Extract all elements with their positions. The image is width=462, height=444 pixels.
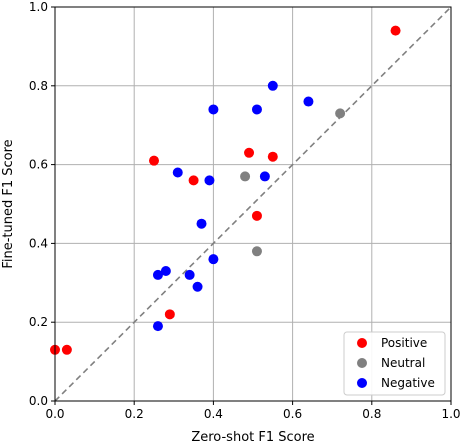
plot-frame bbox=[54, 6, 452, 402]
x-tick-label: 0.6 bbox=[283, 407, 302, 421]
y-tick-label: 0.6 bbox=[29, 158, 48, 172]
data-points bbox=[50, 25, 401, 355]
x-tick-label: 0.8 bbox=[362, 407, 381, 421]
data-point-positive bbox=[244, 147, 255, 158]
data-point-negative bbox=[208, 254, 219, 265]
y-tick-label: 0.8 bbox=[29, 79, 48, 93]
data-point-positive bbox=[149, 155, 159, 166]
legend-marker-neutral bbox=[357, 358, 367, 368]
data-point-positive bbox=[188, 175, 199, 186]
x-tick-label: 0.4 bbox=[204, 407, 223, 421]
y-tick-label: 0.4 bbox=[29, 236, 48, 250]
legend: Positive Neutral Negative bbox=[343, 331, 446, 396]
data-point-positive bbox=[61, 344, 72, 355]
data-point-negative bbox=[196, 218, 207, 229]
legend-marker-positive bbox=[357, 338, 367, 348]
data-point-positive bbox=[267, 151, 278, 162]
x-tick-label: 1.0 bbox=[441, 407, 460, 421]
legend-box bbox=[343, 331, 446, 396]
data-point-negative bbox=[208, 104, 219, 115]
x-axis-label: Zero-shot F1 Score bbox=[191, 430, 314, 444]
data-point-negative bbox=[152, 269, 163, 280]
legend-marker-negative bbox=[357, 378, 367, 388]
data-point-positive bbox=[251, 210, 262, 221]
data-point-neutral bbox=[251, 246, 262, 257]
y-axis-label: Fine-tuned F1 Score bbox=[1, 139, 16, 268]
data-point-negative bbox=[251, 104, 262, 115]
data-point-negative bbox=[204, 175, 215, 186]
data-point-negative bbox=[192, 281, 203, 292]
data-point-neutral bbox=[240, 171, 251, 182]
data-point-negative bbox=[172, 167, 183, 178]
data-point-negative bbox=[152, 321, 163, 332]
data-point-positive bbox=[164, 309, 175, 320]
data-point-negative bbox=[303, 96, 314, 107]
y-tick-label: 1.0 bbox=[29, 0, 48, 14]
x-tick-label: 0.0 bbox=[45, 407, 64, 421]
legend-label-neutral: Neutral bbox=[381, 356, 425, 370]
y-axis-ticks: 0.0 0.2 0.4 0.6 0.8 1.0 bbox=[29, 0, 55, 408]
diagonal-reference-line bbox=[54, 6, 452, 402]
data-point-negative bbox=[160, 265, 171, 276]
data-point-negative bbox=[267, 80, 278, 91]
legend-label-positive: Positive bbox=[381, 336, 427, 350]
x-axis-ticks: 0.0 0.2 0.4 0.6 0.8 1.0 bbox=[45, 401, 461, 421]
y-tick-label: 0.0 bbox=[29, 394, 48, 408]
data-point-negative bbox=[259, 171, 270, 182]
data-point-neutral bbox=[335, 108, 346, 119]
data-point-positive bbox=[390, 25, 401, 36]
data-point-negative bbox=[184, 269, 195, 280]
legend-label-negative: Negative bbox=[381, 376, 435, 390]
x-tick-label: 0.2 bbox=[125, 407, 144, 421]
y-tick-label: 0.2 bbox=[29, 315, 48, 329]
